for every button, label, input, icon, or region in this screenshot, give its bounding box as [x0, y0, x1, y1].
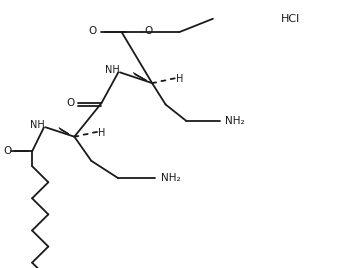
Text: O: O [144, 26, 152, 36]
Text: H: H [98, 128, 106, 138]
Text: O: O [66, 98, 74, 108]
Text: NH: NH [30, 120, 45, 130]
Text: HCl: HCl [281, 14, 300, 24]
Text: H: H [176, 74, 184, 84]
Text: NH: NH [105, 65, 120, 75]
Text: O: O [89, 26, 97, 36]
Text: NH₂: NH₂ [225, 116, 245, 126]
Text: NH₂: NH₂ [161, 173, 180, 183]
Text: O: O [4, 146, 12, 156]
